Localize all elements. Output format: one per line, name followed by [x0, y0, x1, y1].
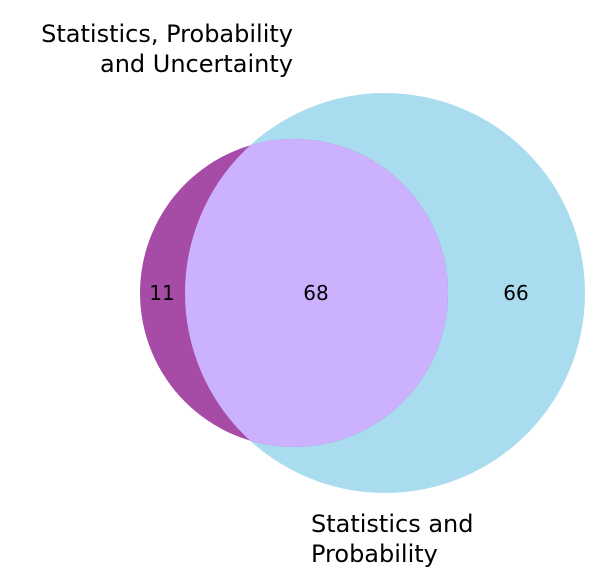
set-a-label-line-2: and Uncertainty: [100, 50, 293, 78]
region-a-only-count: 11: [149, 281, 174, 305]
region-b-only-count: 66: [503, 281, 528, 305]
region-both-count: 68: [303, 281, 328, 305]
set-a-label-line-1: Statistics, Probability: [41, 20, 293, 48]
set-b-label-line-2: Probability: [311, 540, 438, 568]
set-b-label-line-1: Statistics and: [311, 510, 474, 538]
overlap-region: [185, 139, 448, 447]
